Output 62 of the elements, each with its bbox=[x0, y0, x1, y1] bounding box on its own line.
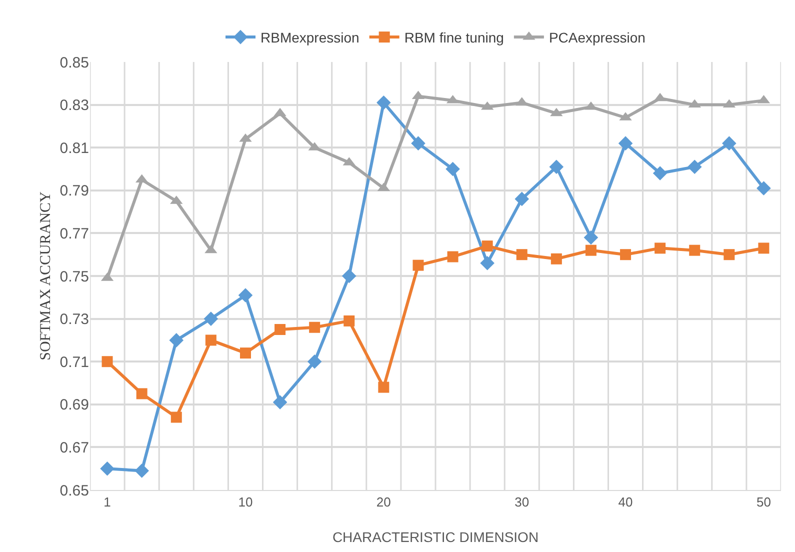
point bbox=[584, 230, 598, 245]
point bbox=[307, 354, 322, 369]
point bbox=[134, 464, 149, 478]
point bbox=[344, 315, 355, 326]
y-tick-label: 0.65 bbox=[60, 482, 89, 500]
y-axis-title: SOFTMAX ACCURANCY bbox=[38, 191, 54, 360]
point bbox=[514, 192, 530, 206]
x-tick-label: 1 bbox=[104, 494, 111, 510]
y-tick-label: 0.79 bbox=[60, 182, 89, 200]
y-tick-label: 0.83 bbox=[60, 97, 89, 114]
point bbox=[652, 166, 668, 180]
x-tick-label: 10 bbox=[238, 494, 253, 510]
point bbox=[136, 388, 148, 400]
point bbox=[240, 348, 251, 359]
point bbox=[376, 96, 391, 110]
legend-label: PCAexpression bbox=[548, 30, 646, 46]
point bbox=[482, 240, 493, 252]
x-axis-title: CHARACTERISTIC DIMENSION bbox=[332, 529, 539, 545]
point bbox=[447, 251, 458, 262]
point bbox=[309, 322, 320, 333]
point bbox=[756, 181, 771, 196]
point bbox=[758, 242, 770, 254]
point bbox=[687, 160, 702, 174]
point bbox=[516, 249, 528, 260]
point bbox=[446, 162, 460, 176]
point bbox=[205, 334, 216, 346]
point bbox=[412, 260, 424, 271]
y-tick-label: 0.69 bbox=[60, 396, 89, 414]
y-tick-label: 0.71 bbox=[60, 354, 89, 371]
point bbox=[272, 395, 288, 410]
point bbox=[549, 160, 564, 174]
point bbox=[411, 136, 426, 150]
point bbox=[169, 333, 184, 348]
y-tick-label: 0.85 bbox=[60, 54, 89, 72]
point bbox=[585, 244, 596, 256]
y-tick-label: 0.67 bbox=[60, 439, 89, 456]
point bbox=[342, 268, 356, 284]
point bbox=[689, 244, 700, 256]
point bbox=[724, 249, 735, 260]
y-tick-label: 0.81 bbox=[60, 140, 89, 157]
point bbox=[100, 461, 114, 476]
x-tick-label: 50 bbox=[756, 494, 771, 510]
y-tick-label: 0.75 bbox=[60, 268, 89, 286]
point bbox=[550, 253, 562, 264]
x-tick-label: 20 bbox=[376, 494, 391, 510]
legend-label: RBM fine tuning bbox=[404, 30, 504, 46]
point bbox=[102, 356, 113, 368]
y-tick-label: 0.77 bbox=[60, 225, 89, 242]
point bbox=[274, 324, 286, 335]
x-tick-label: 30 bbox=[514, 494, 530, 510]
legend-label: RBMexpression bbox=[260, 30, 360, 46]
x-tick-label: 40 bbox=[618, 494, 633, 510]
point bbox=[654, 242, 666, 254]
y-tick-label: 0.73 bbox=[60, 311, 89, 328]
point bbox=[618, 136, 633, 150]
point bbox=[480, 256, 494, 270]
point bbox=[204, 312, 218, 326]
point bbox=[378, 382, 390, 393]
point bbox=[170, 412, 182, 423]
point bbox=[620, 249, 632, 260]
point bbox=[238, 288, 253, 302]
point bbox=[722, 136, 736, 150]
